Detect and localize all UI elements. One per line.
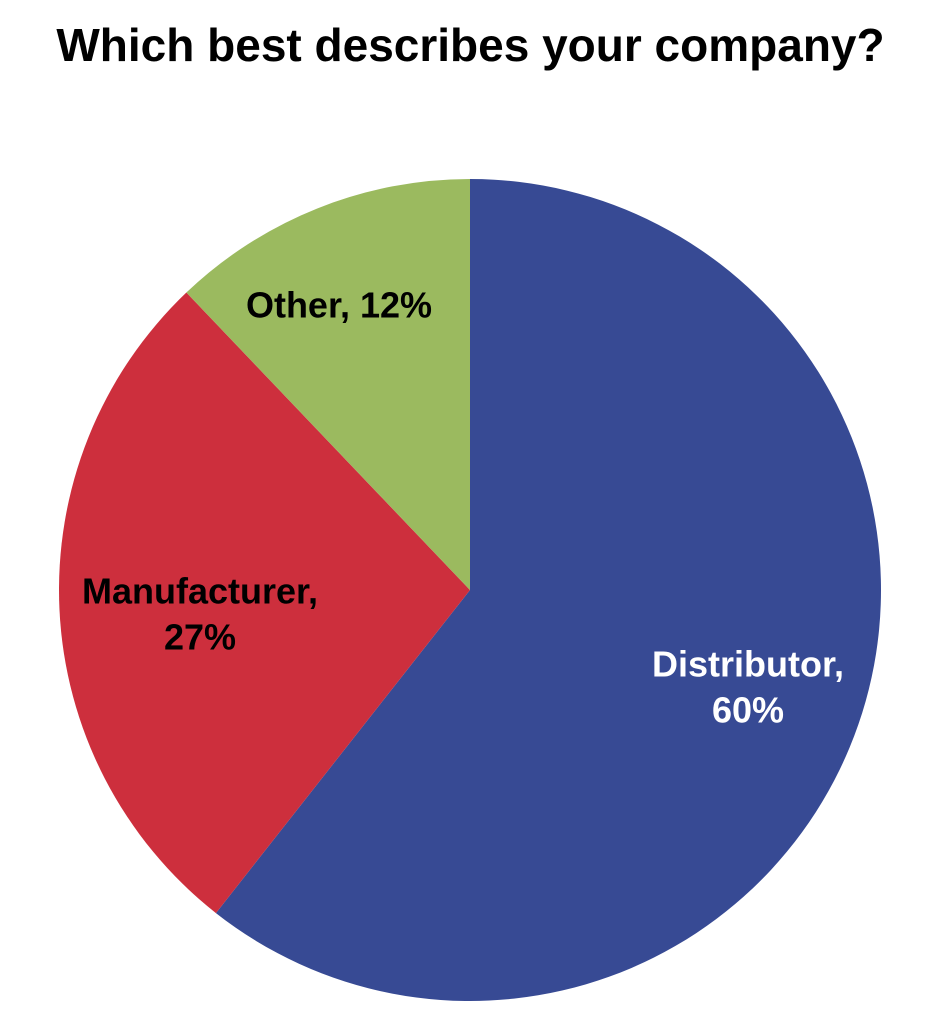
pie-slices	[59, 179, 882, 1001]
chart-title: Which best describes your company?	[56, 19, 885, 71]
slice-label-manufacturer: Manufacturer, 27%	[82, 571, 318, 658]
pie-labels: Distributor, 60% Manufacturer, 27% Other, 12…	[82, 285, 844, 731]
slice-label-other: Other, 12%	[246, 285, 432, 326]
slice-label-distributor: Distributor, 60%	[652, 644, 844, 731]
pie-slice-distributor	[215, 179, 882, 1001]
pie-slice-manufacturer	[59, 292, 471, 914]
pie-slice-other	[186, 179, 470, 590]
